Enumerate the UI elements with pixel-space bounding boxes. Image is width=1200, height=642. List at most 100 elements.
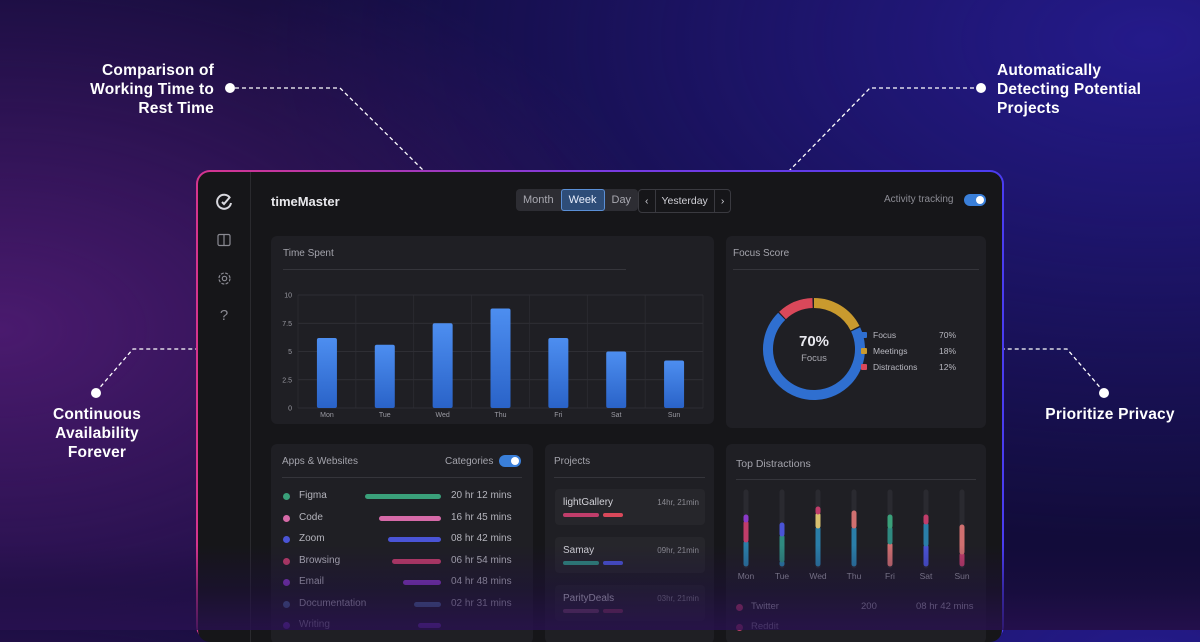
project-time: 03hr, 21min [657,594,699,603]
list-item[interactable]: Writing [283,618,523,634]
app-color-dot [283,600,290,608]
app-time: 06 hr 54 mins [451,554,512,566]
x-tick-label: Wed [436,412,450,419]
activity-tracking-toggle[interactable] [964,194,986,206]
apps-card: Apps & Websites Categories Figma 20 hr 12… [271,444,533,642]
x-tick-label: Sat [611,412,622,419]
day-label: Sat [920,571,933,581]
day-label: Fri [885,571,895,581]
distraction-time: 08 hr 42 mins [916,601,974,612]
bar-sun[interactable] [664,360,685,408]
legend-value: 70% [939,330,957,340]
help-icon[interactable]: ? [219,306,229,324]
tab-day[interactable]: Day [611,194,632,206]
app-window: ? timeMaster Month Week Day ‹ Yesterday … [198,172,1002,642]
usage-bar [418,623,441,628]
project-item[interactable]: ParityDeals 03hr, 21min [555,585,705,621]
project-item[interactable]: lightGallery 14hr, 21min [555,489,705,525]
categories-toggle[interactable] [499,455,521,467]
project-bar [563,561,599,565]
project-item[interactable]: Samay 09hr, 21min [555,537,705,573]
bar-mon[interactable] [316,337,337,408]
callout-dot-right [1099,388,1109,398]
project-bar [563,609,599,613]
callout-availability: Continuous Availability Forever [52,406,142,461]
distraction-count: 200 [861,601,877,612]
app-title: timeMaster [271,194,340,209]
time-spent-card: Time Spent 10 7.5 5 2.5 0 Mon Tue Wed Thu Fri Sat S… [271,236,714,424]
gear-icon[interactable] [214,268,234,288]
usage-bar [378,515,441,521]
app-name: Zoom [299,533,325,544]
bar-thu[interactable] [490,308,511,408]
app-name: Email [299,576,325,587]
project-name: lightGallery [563,497,614,508]
app-color-dot [283,622,290,629]
bar-sat[interactable] [606,351,627,409]
callout-line-top-left [235,87,426,173]
y-tick-label: 7.5 [282,321,292,328]
divider [282,477,522,478]
distraction-name: Reddit [751,621,779,632]
usage-bar [403,580,441,585]
bar-tue[interactable] [374,344,395,408]
categories-label: Categories [445,456,494,467]
focus-score-card: Focus Score 70% Focus Focus 70% Meetings 18… [726,236,986,428]
legend-swatch [861,348,867,354]
usage-bar [413,601,441,607]
day-label: Sun [954,571,969,581]
app-color-dot [283,579,290,586]
sidebar: ? [198,172,251,642]
y-tick-label: 10 [284,293,292,300]
project-bar [603,513,623,517]
app-time: 02 hr 31 mins [451,597,512,609]
app-name: Documentation [299,597,367,609]
x-tick-label: Thu [494,412,506,419]
bar-wed[interactable] [432,323,453,408]
legend-value: 12% [939,362,957,372]
app-time: 16 hr 45 mins [451,511,512,523]
tab-week[interactable]: Week [560,189,605,211]
project-name: Samay [563,545,595,556]
x-tick-label: Mon [320,412,334,419]
app-name: Figma [299,490,327,501]
usage-bar [392,558,441,564]
day-label: Mon [738,571,755,581]
app-color-dot [283,557,290,565]
callout-line-right [1003,348,1105,393]
project-bar [563,513,599,517]
y-tick-label: 5 [288,349,292,356]
focus-center-label: Focus [801,353,827,364]
list-item[interactable]: Zoom 08 hr 42 mins [283,532,523,548]
app-time: 20 hr 12 mins [451,490,512,501]
bar-fri[interactable] [548,337,569,408]
list-item[interactable]: Code 16 hr 45 mins [283,511,523,527]
logo-icon[interactable] [214,192,234,212]
list-item[interactable]: Figma 20 hr 12 mins [283,489,523,505]
legend-label: Focus [873,330,897,340]
callout-dot-top-left [225,83,235,93]
x-tick-label: Tue [379,412,391,419]
date-navigator: ‹ Yesterday › [638,189,732,213]
book-icon[interactable] [214,230,234,250]
time-spent-chart: 10 7.5 5 2.5 0 Mon Tue Wed Thu Fri Sat Sun [282,293,704,419]
date-label[interactable]: Yesterday [654,190,715,212]
app-name: Code [299,511,323,523]
chevron-left-icon[interactable]: ‹ [645,195,649,207]
tab-month[interactable]: Month [523,194,554,206]
list-item[interactable]: Browsing 06 hr 54 mins [283,554,523,570]
chevron-right-icon[interactable]: › [720,195,725,207]
app-color-dot [283,514,290,522]
legend-label: Distractions [873,362,918,372]
legend-swatch [861,332,867,338]
list-item[interactable]: Documentation 02 hr 31 mins [283,597,523,613]
distraction-name: Twitter [751,601,779,612]
day-label: Tue [775,571,790,581]
list-item[interactable]: Email 04 hr 48 mins [283,575,523,591]
focus-center-value: 70% [798,333,830,350]
range-tabs: Month Week Day [516,189,639,211]
project-time: 14hr, 21min [657,498,699,507]
distraction-dot [736,604,743,611]
callout-dot-top-right [976,83,986,93]
callout-line-left [95,348,198,393]
